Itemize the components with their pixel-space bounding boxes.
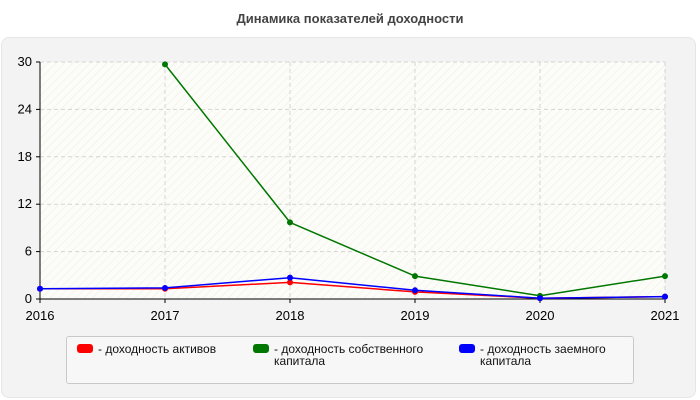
x-tick-label: 2021 xyxy=(651,308,680,323)
data-point-debt xyxy=(162,284,168,291)
x-tick-label: 2018 xyxy=(276,308,305,323)
data-point-debt xyxy=(37,285,43,292)
legend: - доходность активов - доходность собств… xyxy=(66,336,634,384)
chart-title: Динамика показателей доходности xyxy=(236,11,464,26)
x-tick-label: 2016 xyxy=(26,308,55,323)
data-point-equity xyxy=(662,273,668,280)
legend-label-equity: - доходность собственного капитала xyxy=(274,342,424,368)
legend-swatch-debt xyxy=(459,344,475,353)
series-line-debt xyxy=(39,276,666,299)
y-tick-label: 30 xyxy=(18,54,32,69)
data-point-debt xyxy=(287,274,293,281)
x-tick-label: 2019 xyxy=(401,308,430,323)
legend-swatch-assets xyxy=(77,344,93,353)
data-point-equity xyxy=(287,219,293,226)
x-tick-label: 2017 xyxy=(151,308,180,323)
legend-label-debt: - доходность заемного капитала xyxy=(480,342,606,368)
data-point-equity xyxy=(162,61,168,68)
y-tick-label: 12 xyxy=(18,196,32,211)
y-tick-label: 0 xyxy=(25,291,32,306)
legend-label-assets: - доходность активов xyxy=(98,342,217,356)
data-point-debt xyxy=(537,295,543,302)
data-point-debt xyxy=(662,293,668,300)
plot-background xyxy=(40,62,665,299)
legend-swatch-equity xyxy=(253,344,269,353)
y-tick-label: 6 xyxy=(25,244,32,259)
x-tick-label: 2020 xyxy=(526,308,555,323)
y-tick-label: 24 xyxy=(18,101,32,116)
data-point-debt xyxy=(412,287,418,294)
data-point-assets xyxy=(287,279,293,286)
data-point-equity xyxy=(412,273,418,280)
y-tick-label: 18 xyxy=(18,149,32,164)
